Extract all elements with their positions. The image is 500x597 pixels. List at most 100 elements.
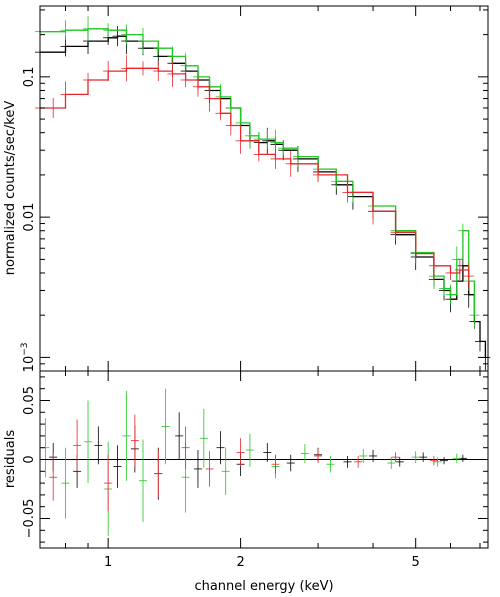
spectrum-series-layer — [35, 15, 491, 371]
residual-point-red — [205, 451, 214, 487]
spectrum-point-red — [313, 167, 324, 182]
residual-point-green — [199, 408, 208, 468]
spectrum-point-red — [215, 106, 226, 121]
residual-point-black — [343, 455, 352, 468]
residual-point-green — [61, 447, 70, 519]
spectrum-point-red — [48, 97, 59, 118]
spectrum-point-red — [60, 81, 71, 108]
residual-point-black — [193, 450, 202, 488]
spectrum-point-red — [285, 150, 296, 177]
residuals-xtick-label: 2 — [236, 555, 244, 570]
residuals-xtick-label: 5 — [412, 555, 420, 570]
residuals-ytick-label: −0.05 — [22, 499, 37, 539]
residual-point-black — [419, 452, 428, 462]
spectrum-point-green — [262, 129, 273, 150]
residual-point-red — [271, 454, 280, 474]
residuals-xtick-labels: 1 2 5 — [104, 555, 420, 570]
spectrum-point-red — [253, 147, 264, 162]
spectrum-point-green — [445, 284, 456, 305]
spectrum-point-green — [469, 302, 480, 329]
residual-point-black — [113, 445, 122, 488]
residual-point-green — [122, 391, 131, 481]
residuals-xtick-label: 1 — [104, 555, 112, 570]
spectrum-point-red — [225, 115, 236, 136]
spectrum-point-green — [451, 246, 462, 273]
residual-point-red — [391, 452, 400, 462]
residual-point-green — [300, 444, 309, 464]
residuals-ytick-labels: −0.05 0 0.05 — [22, 386, 37, 538]
residual-point-red — [236, 438, 245, 467]
spectrum-point-red — [410, 243, 421, 264]
residuals-xlabel: channel energy (keV) — [194, 579, 333, 594]
spectrum-point-red — [445, 265, 456, 280]
spectrum-point-green — [457, 223, 468, 238]
spectrum-point-green — [121, 24, 132, 45]
residual-point-green — [359, 448, 368, 464]
residual-point-green — [411, 451, 420, 464]
spectrum-point-red — [103, 61, 114, 82]
residual-point-green — [433, 457, 442, 467]
spectrum-ytick-label: 0.01 — [22, 203, 37, 232]
spectrum-point-green — [244, 122, 255, 149]
residual-point-black — [263, 442, 272, 462]
spectrum-point-green — [153, 41, 164, 56]
residual-point-black — [395, 457, 404, 467]
spectrum-point-green — [439, 281, 450, 296]
residuals-ytick-label: 0 — [22, 455, 37, 463]
spectrum-point-red — [368, 198, 379, 225]
spectrum-ytick-labels: 10−30.010.1 — [20, 67, 37, 373]
residual-point-green — [84, 400, 93, 484]
residuals-frame — [39, 370, 489, 549]
residual-point-green — [387, 457, 396, 469]
spectrum-point-red — [153, 61, 164, 82]
residual-point-green — [138, 439, 147, 523]
residuals-panel: −0.05 0 0.05 1 2 5 residuals channel energy … — [3, 370, 489, 594]
residual-point-red — [354, 455, 363, 468]
spectrum-point-red — [83, 72, 94, 87]
spectrum-point-green — [331, 174, 342, 189]
residual-point-red — [104, 454, 113, 512]
spectrum-point-black — [112, 26, 123, 47]
residual-point-green — [161, 388, 170, 465]
spectrum-point-green — [83, 15, 94, 42]
residual-point-green — [326, 455, 335, 473]
residual-point-red — [130, 414, 139, 467]
spectrum-point-red — [463, 263, 474, 290]
spectrum-point-red — [235, 127, 246, 154]
spectrum-panel: 10−30.010.1 normalized counts/sec/keV — [3, 5, 491, 373]
residuals-ticks — [39, 371, 488, 548]
spectrum-point-red — [270, 148, 281, 169]
residual-point-red — [73, 419, 82, 472]
spectrum-point-green — [60, 20, 71, 41]
residual-point-red — [154, 450, 163, 498]
residual-point-green — [221, 447, 230, 495]
residual-point-black — [286, 454, 295, 472]
residual-point-red — [181, 426, 190, 469]
spectrum-point-red — [167, 60, 178, 87]
spectrum-point-red — [121, 55, 132, 82]
spectrum-ylabel: normalized counts/sec/keV — [3, 101, 18, 276]
spectrum-point-red — [428, 252, 439, 279]
spectrum-point-black — [474, 331, 485, 352]
spectrum-point-green — [137, 28, 148, 55]
residual-point-red — [314, 448, 323, 464]
spectrum-point-red — [192, 76, 203, 97]
residuals-ytick-label: 0.05 — [22, 386, 37, 415]
residual-point-black — [94, 426, 103, 465]
spectrum-point-green — [103, 23, 114, 38]
residual-point-green — [452, 453, 461, 464]
residual-point-green — [245, 433, 254, 467]
residual-point-black — [440, 457, 449, 465]
spectrum-point-green — [278, 141, 289, 156]
residual-point-black — [216, 431, 225, 465]
spectrum-ticks — [39, 6, 488, 372]
residual-point-black — [369, 450, 378, 462]
spectrum-point-red — [342, 182, 353, 203]
residual-point-red — [429, 455, 438, 466]
residuals-ylabel: residuals — [3, 430, 18, 489]
residual-point-black — [175, 412, 184, 460]
spectrum-ytick-label: 0.1 — [22, 67, 37, 88]
spectrum-point-red — [137, 61, 148, 76]
spectrum-point-red — [390, 225, 401, 240]
